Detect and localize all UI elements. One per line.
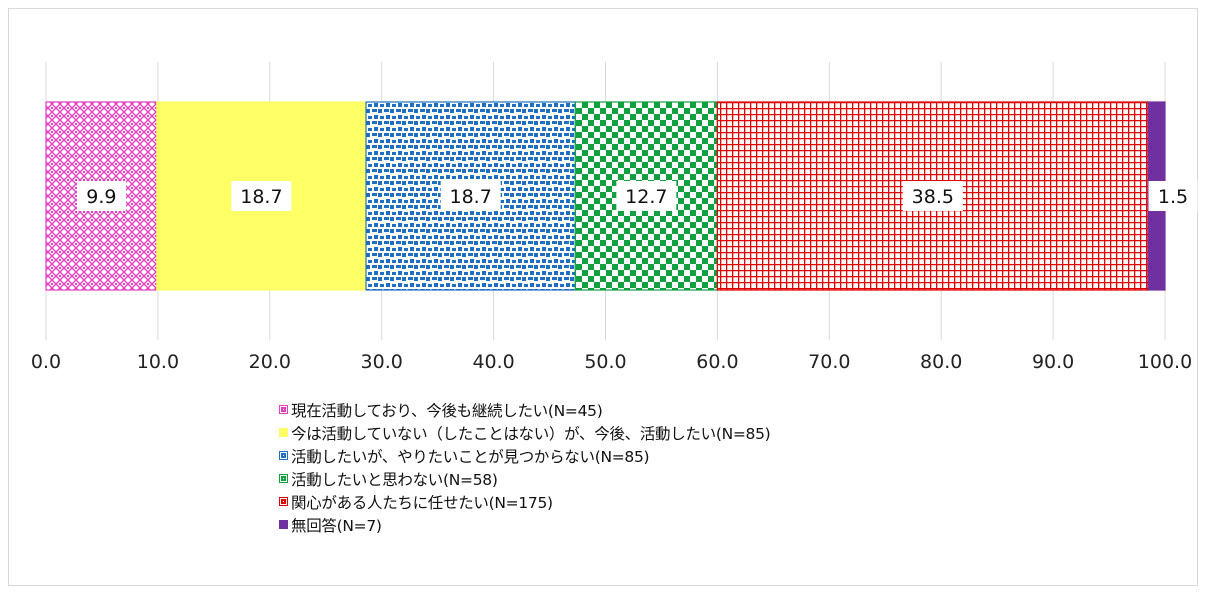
data-label: 9.9 — [86, 186, 116, 208]
data-label-box — [1148, 181, 1198, 211]
legend-item: 活動したいが、やりたいことが見つからない(N=85) — [279, 444, 770, 467]
legend-item: 無回答(N=7) — [279, 513, 770, 536]
x-tick-label: 50.0 — [584, 351, 626, 373]
data-label: 18.7 — [450, 186, 492, 208]
legend-swatch — [279, 405, 288, 414]
x-tick-label: 100.0 — [1138, 351, 1192, 373]
legend-item: 今は活動していない（したことはない）が、今後、活動したい(N=85) — [279, 421, 771, 444]
legend-label: 無回答(N=7) — [291, 516, 382, 535]
legend-label: 活動したいと思わない(N=58) — [291, 470, 498, 489]
data-label-box — [616, 181, 677, 211]
x-tick-label: 10.0 — [137, 351, 179, 373]
legend-swatch — [279, 428, 288, 437]
data-label-box — [231, 181, 292, 211]
x-tick-label: 20.0 — [249, 351, 291, 373]
x-tick-label: 90.0 — [1032, 351, 1074, 373]
legend-swatch — [279, 451, 288, 460]
legend-label: 関心がある人たちに任せたい(N=175) — [291, 493, 553, 512]
data-label: 38.5 — [912, 186, 954, 208]
legend-swatch — [279, 520, 288, 529]
x-tick-label: 30.0 — [361, 351, 403, 373]
x-tick-label: 40.0 — [472, 351, 514, 373]
legend: 現在活動しており、今後も継続したい(N=45) 今は活動していない（したことはない… — [279, 398, 771, 536]
legend-label: 活動したいが、やりたいことが見つからない(N=85) — [291, 447, 650, 466]
legend-item: 活動したいと思わない(N=58) — [279, 467, 770, 490]
data-label: 1.5 — [1158, 186, 1188, 208]
legend-swatch — [279, 497, 288, 506]
legend-label: 現在活動しており、今後も継続したい(N=45) — [291, 401, 603, 420]
legend-item: 関心がある人たちに任せたい(N=175) — [279, 490, 770, 513]
legend-label: 今は活動していない（したことはない）が、今後、活動したい(N=85) — [291, 424, 771, 443]
legend-item: 現在活動しており、今後も継続したい(N=45) — [279, 398, 770, 421]
data-label-box — [902, 181, 963, 211]
data-label-box — [440, 181, 501, 211]
x-tick-label: 80.0 — [920, 351, 962, 373]
data-label-box — [76, 181, 126, 211]
x-tick-label: 70.0 — [808, 351, 850, 373]
data-label: 18.7 — [240, 186, 282, 208]
x-tick-label: 60.0 — [696, 351, 738, 373]
legend-swatch — [279, 474, 288, 483]
x-tick-label: 0.0 — [31, 351, 61, 373]
data-label: 12.7 — [625, 186, 667, 208]
